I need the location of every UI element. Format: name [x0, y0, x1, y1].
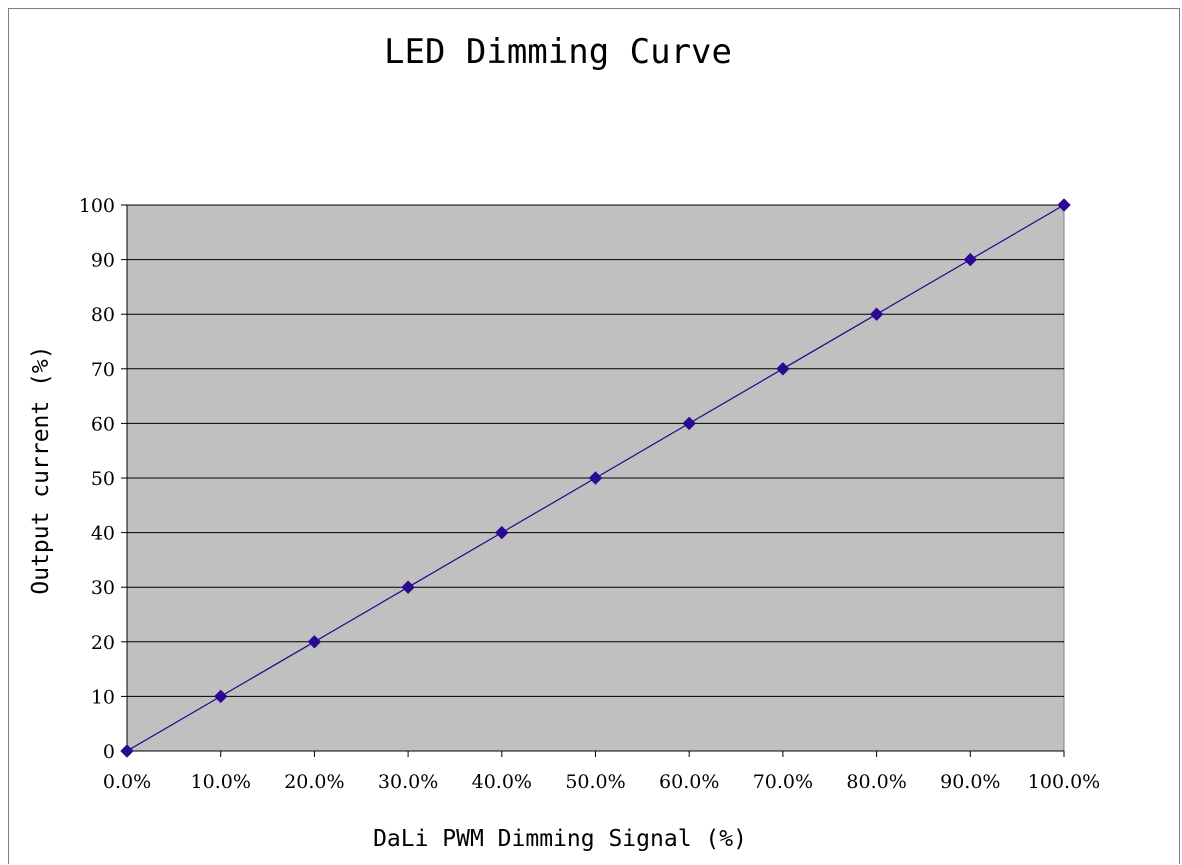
x-tick-label: 40.0% — [472, 771, 532, 793]
y-tick-label: 60 — [91, 413, 115, 435]
chart-title: LED Dimming Curve — [384, 32, 732, 72]
y-tick-label: 30 — [91, 577, 115, 599]
x-tick-label: 90.0% — [940, 771, 1000, 793]
y-tick-label: 10 — [91, 686, 115, 708]
y-tick-label: 90 — [91, 250, 115, 272]
data-point-marker — [401, 580, 415, 594]
x-tick-label: 50.0% — [565, 771, 625, 793]
x-tick-label: 80.0% — [846, 771, 906, 793]
y-tick-label: 0 — [103, 741, 115, 763]
x-tick-label: 70.0% — [753, 771, 813, 793]
y-tick-label: 70 — [91, 359, 115, 381]
data-point-marker — [869, 307, 884, 321]
data-point-marker — [213, 689, 228, 704]
x-tick-label: 30.0% — [378, 771, 438, 793]
data-point-marker — [307, 635, 322, 649]
y-tick-label: 40 — [91, 523, 115, 545]
series — [120, 198, 1071, 758]
x-axis-title: DaLi PWM Dimming Signal (%) — [373, 826, 747, 852]
ticks: 0 10 20 30 40 50 60 70 80 90 100 0.0% 10.0% 20.0% 30.0… — [79, 195, 1100, 793]
x-tick-label: 10.0% — [191, 771, 251, 793]
data-point-marker — [495, 525, 509, 540]
x-tick-label: 20.0% — [284, 771, 344, 793]
data-point-marker — [120, 744, 134, 758]
x-tick-label: 100.0% — [1028, 771, 1100, 793]
data-point-marker — [588, 471, 603, 485]
y-tick-label: 80 — [91, 304, 115, 326]
y-tick-label: 20 — [91, 632, 115, 654]
x-tick-label: 60.0% — [659, 771, 719, 793]
y-tick-label: 50 — [91, 468, 115, 490]
data-point-marker — [776, 362, 790, 376]
data-point-marker — [682, 416, 696, 431]
y-tick-label: 100 — [79, 195, 115, 217]
x-tick-label: 0.0% — [103, 771, 151, 793]
data-point-marker — [963, 252, 978, 267]
y-axis-title: Output current (%) — [28, 345, 54, 594]
data-point-marker — [1057, 198, 1071, 212]
